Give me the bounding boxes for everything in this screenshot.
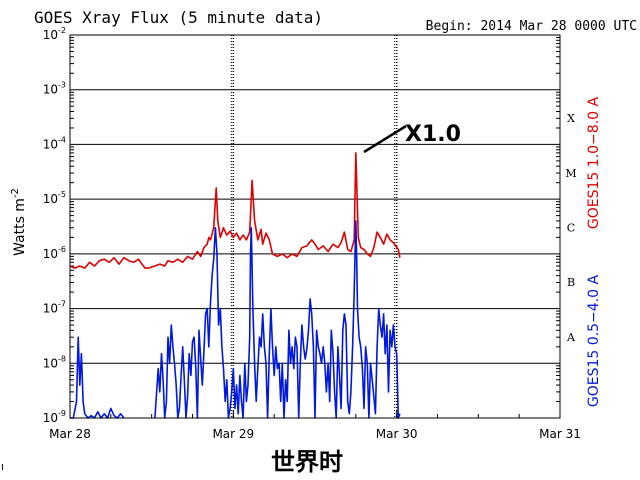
y-tick-base: 10: [43, 247, 58, 261]
annotation-label: X1.0: [405, 122, 461, 147]
y-tick-exponent: -5: [58, 190, 66, 199]
y-tick-label: 10-5: [43, 190, 66, 206]
flare-class-A: A: [566, 331, 576, 344]
y-tick-exponent: -2: [58, 26, 66, 35]
series-label-short: GOES15 0.5−4.0 A: [586, 275, 602, 408]
y-tick-label: 10-7: [43, 300, 66, 316]
day-marker-lines: [69, 35, 561, 418]
decade-gridlines: [70, 37, 560, 403]
flare-class-B: B: [567, 276, 575, 289]
y-tick-base: 10: [43, 192, 58, 206]
y-tick-label: 10-9: [43, 409, 66, 425]
y-tick-label: 10-8: [43, 354, 66, 370]
y-tick-base: 10: [43, 356, 58, 370]
annotation-arrow: [363, 124, 407, 154]
y-tick-exponent: -7: [58, 300, 66, 309]
y-tick-exponent: -3: [58, 81, 66, 90]
left-edge-mark: ı: [1, 460, 4, 473]
y-tick-base: 10: [43, 83, 58, 97]
x-tick-label: Mar 31: [539, 427, 581, 441]
y-tick-base: 10: [43, 28, 58, 42]
flare-class-M: M: [565, 167, 576, 180]
x-axis-title: 世界时: [271, 448, 343, 476]
chart-title: GOES Xray Flux (5 minute data): [34, 8, 323, 27]
x-tick-label: Mar 28: [49, 427, 91, 441]
svg-text:Watts m-2: Watts m-2: [10, 188, 28, 256]
y-tick-label: 10-2: [43, 26, 66, 42]
y-tick-exponent: -6: [58, 245, 66, 254]
y-tick-base: 10: [43, 302, 58, 316]
series-line-1: [70, 220, 401, 419]
flare-class-C: C: [567, 222, 575, 235]
x-tick-labels: Mar 28 Mar 29 Mar 30 Mar 31: [49, 427, 581, 441]
y-axis-title: Watts m-2: [10, 188, 28, 256]
y-tick-base: 10: [43, 411, 58, 425]
y-axis-label-exponent: -2: [10, 188, 21, 198]
series-line-0: [69, 152, 401, 269]
x-tick-label: Mar 30: [376, 427, 418, 441]
flare-class-X: X: [567, 112, 575, 125]
y-tick-label: 10-4: [43, 135, 66, 151]
y-axis-label: Watts m: [12, 198, 28, 256]
series-label-long: GOES15 1.0−8.0 A: [586, 97, 602, 230]
y-tick-label: 10-6: [43, 245, 66, 261]
flare-class-labels: A B C M X: [565, 112, 576, 344]
y-tick-labels: 10-910-810-710-610-510-410-310-2: [43, 26, 66, 425]
y-tick-base: 10: [43, 137, 58, 151]
y-tick-label: 10-3: [43, 81, 66, 97]
y-tick-exponent: -8: [58, 354, 66, 363]
data-series: [69, 152, 401, 419]
x-tick-label: Mar 29: [212, 427, 254, 441]
y-tick-exponent: -4: [58, 135, 66, 144]
y-tick-exponent: -9: [58, 409, 66, 418]
begin-date-label: Begin: 2014 Mar 28 0000 UTC: [426, 19, 637, 34]
plot-frame: [69, 34, 561, 419]
